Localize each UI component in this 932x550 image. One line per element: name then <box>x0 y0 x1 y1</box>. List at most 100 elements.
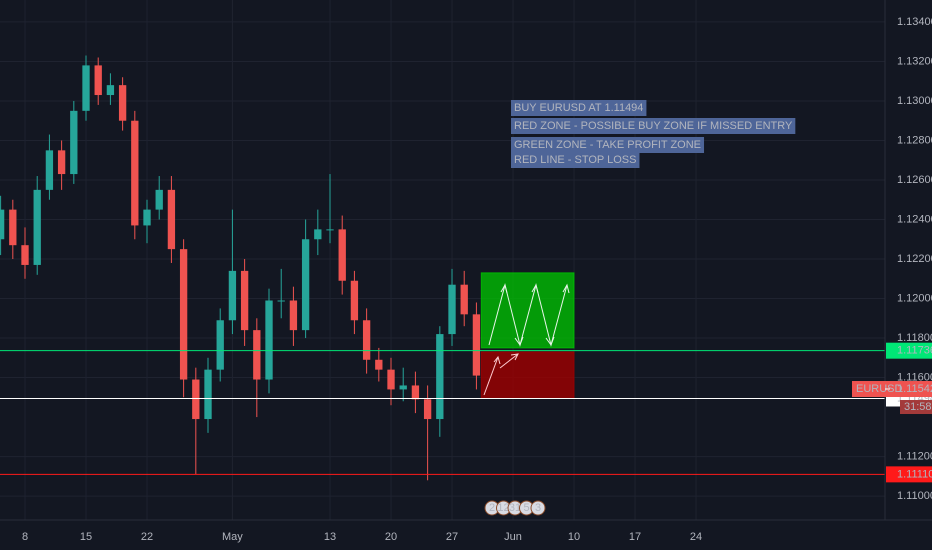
candle-body <box>167 189 176 250</box>
annotation-bg <box>511 100 647 116</box>
annotations: BUY EURUSD AT 1.11494 RED ZONE - POSSIBLE… <box>511 100 796 168</box>
annotation: BUY EURUSD AT 1.11494 <box>514 102 643 114</box>
annotation-bg <box>511 152 640 168</box>
y-tick-label: 1.13200 <box>897 55 932 67</box>
x-tick-label: 13 <box>324 531 336 543</box>
x-tick-label: 22 <box>141 531 153 543</box>
level-label: 1.11110 <box>897 468 932 480</box>
x-tick-label: May <box>222 531 243 543</box>
zigzag-arrow <box>488 283 568 347</box>
event-label: 3 <box>535 502 541 514</box>
candle-body <box>216 320 224 370</box>
y-tick-label: 1.13400 <box>897 16 932 28</box>
symbol-tag <box>852 381 932 398</box>
candle-body <box>436 334 444 420</box>
candles <box>0 55 481 481</box>
y-tick-label: 1.12800 <box>897 134 932 146</box>
candle-body <box>57 150 66 175</box>
axes: 1.13400 1.13200 1.13000 1.12800 1.12600 1.124… <box>22 16 932 543</box>
event-icon <box>530 500 546 516</box>
candle-body <box>118 85 127 121</box>
candle-body <box>399 385 407 390</box>
level-label: 1.11736 <box>897 345 932 357</box>
candle-body <box>472 314 481 376</box>
event-label: 31 <box>509 502 521 514</box>
zones <box>480 272 575 399</box>
annotation: RED ZONE - POSSIBLE BUY ZONE IF MISSED E… <box>514 120 793 132</box>
zone <box>480 351 575 399</box>
level-tag <box>886 466 932 483</box>
candle-body <box>253 330 261 380</box>
candle-body <box>82 65 90 111</box>
level-tag <box>886 342 932 359</box>
candle-body <box>460 284 468 315</box>
candle-body <box>131 120 139 226</box>
candle-body <box>338 229 346 281</box>
last-price-label: 1.11542 <box>897 383 932 395</box>
candle-body <box>314 229 322 240</box>
candle-body <box>240 270 249 331</box>
x-tick-label: 20 <box>385 531 397 543</box>
timer-label: 31:58 <box>904 401 932 413</box>
events: 2 12 31 5 3 <box>484 500 546 516</box>
candle-body <box>192 379 200 420</box>
candle-body <box>70 110 78 175</box>
y-tick-label: 1.12200 <box>897 253 932 265</box>
arrow-head <box>500 283 508 294</box>
annotation-bg <box>511 137 705 153</box>
candle-body <box>265 300 273 380</box>
candle-body <box>155 189 163 210</box>
candle-body <box>204 369 212 420</box>
candle-body <box>94 65 102 96</box>
x-tick-label: 10 <box>568 531 580 543</box>
x-tick-label: 27 <box>446 531 458 543</box>
candle-body <box>448 284 456 335</box>
arrow-head <box>531 283 539 294</box>
annotation-bg <box>511 118 796 134</box>
candle-body <box>411 385 420 400</box>
y-tick-label: 1.11800 <box>897 332 932 344</box>
candle-body <box>326 229 334 231</box>
annotation: RED LINE - STOP LOSS <box>514 154 636 166</box>
candle-body <box>143 209 151 226</box>
event-label: 12 <box>497 502 509 514</box>
arrow <box>483 356 499 396</box>
candle-body <box>106 85 115 96</box>
x-tick-label: 17 <box>629 531 641 543</box>
y-tick-label: 1.13000 <box>897 95 932 107</box>
candle-body <box>21 245 29 265</box>
candle-body <box>0 209 5 240</box>
candle-body <box>179 249 188 380</box>
x-tick-label: Jun <box>504 531 522 543</box>
y-tick-label: 1.12600 <box>897 174 932 186</box>
arrow-head <box>562 283 570 294</box>
candle-body <box>277 300 285 302</box>
y-tick-label: 1.11000 <box>897 490 932 502</box>
symbol-label: EURUSD <box>856 383 903 395</box>
arrow <box>499 353 519 369</box>
candle-body <box>362 320 371 360</box>
arrow-head <box>510 353 519 361</box>
arrow-head <box>514 336 524 347</box>
x-tick-label: 24 <box>690 531 702 543</box>
zone-arrows <box>483 283 570 396</box>
y-tick-label: 1.11200 <box>897 450 932 462</box>
candle-body <box>350 280 359 321</box>
timer-tag <box>900 400 932 415</box>
levels <box>0 350 885 475</box>
annotation: GREEN ZONE - TAKE PROFIT ZONE <box>514 139 701 151</box>
arrow-head <box>493 355 501 365</box>
candle-body <box>45 150 54 190</box>
y-tick-label: 1.12000 <box>897 292 932 304</box>
candle-body <box>289 300 298 331</box>
candle-body <box>9 209 17 246</box>
y-tick-label: 1.11600 <box>897 371 932 383</box>
candle-body <box>228 270 237 321</box>
event-label: 2 <box>489 502 495 514</box>
candle-body <box>33 189 41 265</box>
event-label: 5 <box>523 502 529 514</box>
arrow-head <box>545 336 555 347</box>
